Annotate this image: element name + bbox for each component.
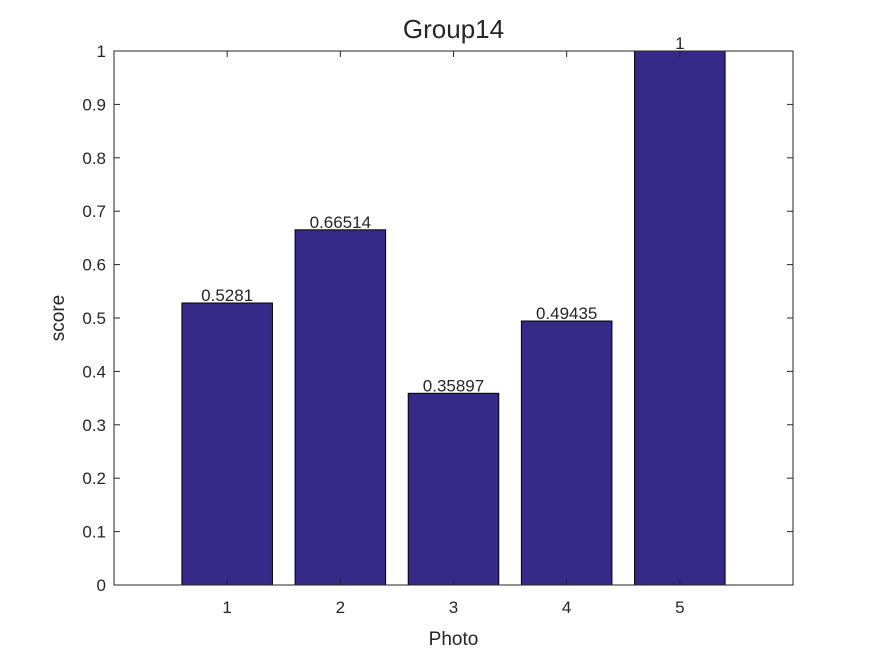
x-tick-label-2: 2 bbox=[336, 598, 345, 617]
data-label-5: 1 bbox=[675, 34, 684, 53]
x-tick-label-1: 1 bbox=[222, 598, 231, 617]
data-label-1: 0.5281 bbox=[201, 286, 253, 305]
y-tick-label-6: 0.6 bbox=[82, 256, 106, 275]
data-label-2: 0.66514 bbox=[310, 213, 371, 232]
data-labels-group: 0.5281 0.66514 0.35897 0.49435 1 bbox=[201, 34, 684, 395]
bar-1 bbox=[181, 302, 273, 586]
y-tick-label-7: 0.7 bbox=[82, 202, 106, 221]
x-tick-label-5: 5 bbox=[675, 598, 684, 617]
y-tick-label-9: 0.9 bbox=[82, 95, 106, 114]
y-axis-label: score bbox=[48, 295, 69, 341]
data-label-4: 0.49435 bbox=[536, 304, 597, 323]
bar-2 bbox=[294, 229, 387, 586]
bar-5 bbox=[634, 50, 726, 586]
data-label-3: 0.35897 bbox=[423, 376, 484, 395]
y-tick-label-8: 0.8 bbox=[82, 149, 106, 168]
bar-4 bbox=[520, 320, 613, 586]
chart-title: Group14 bbox=[403, 14, 504, 44]
x-tick-label-4: 4 bbox=[562, 598, 571, 617]
y-tick-label-2: 0.2 bbox=[82, 469, 106, 488]
x-axis-ticks: 1 2 3 4 5 bbox=[222, 51, 685, 617]
x-axis-label: Photo bbox=[429, 629, 479, 650]
y-tick-label-0: 0 bbox=[97, 576, 106, 595]
y-axis-ticks: 0 0.1 0.2 0.3 0.4 0.5 0.6 0.7 0.8 0.9 1 bbox=[82, 42, 793, 595]
y-tick-label-5: 0.5 bbox=[82, 309, 106, 328]
y-tick-label-10: 1 bbox=[97, 42, 106, 61]
bar-3 bbox=[407, 392, 500, 586]
y-tick-label-3: 0.3 bbox=[82, 416, 106, 435]
y-tick-label-1: 0.1 bbox=[82, 523, 106, 542]
bars-group bbox=[181, 50, 726, 586]
y-tick-label-4: 0.4 bbox=[82, 362, 106, 381]
x-tick-label-3: 3 bbox=[449, 598, 458, 617]
